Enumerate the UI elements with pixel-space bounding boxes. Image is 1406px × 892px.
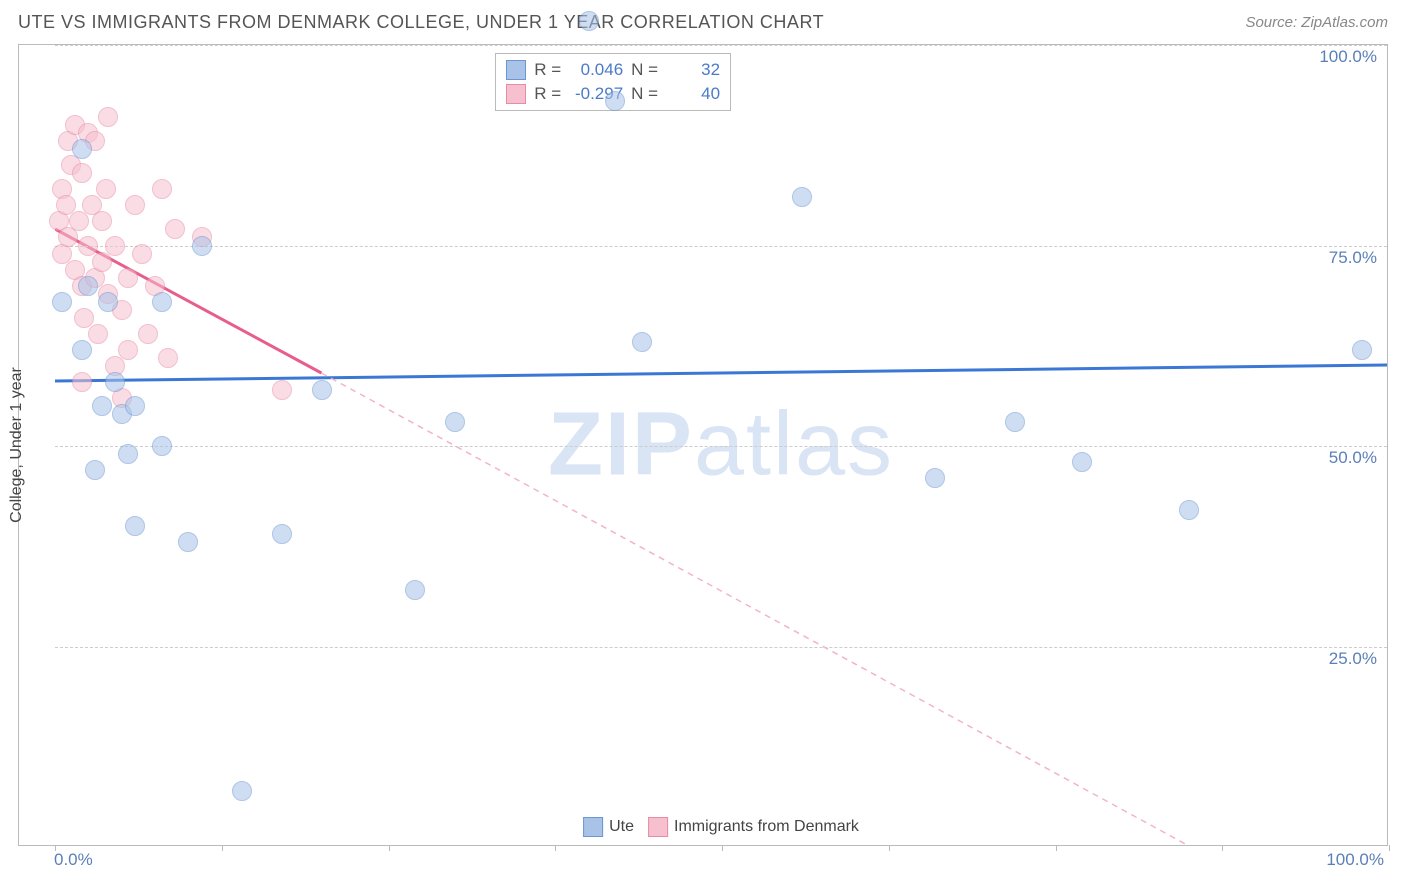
stat-N-label: N =: [631, 84, 658, 104]
swatch-ute: [506, 60, 526, 80]
data-point-denmark: [125, 195, 145, 215]
trend-line: [321, 373, 1187, 845]
source-attribution: Source: ZipAtlas.com: [1245, 14, 1388, 31]
data-point-ute: [98, 292, 118, 312]
data-point-ute: [118, 444, 138, 464]
swatch-denmark: [648, 817, 668, 837]
data-point-denmark: [118, 340, 138, 360]
x-label-max: 100.0%: [1326, 850, 1384, 870]
data-point-ute: [1352, 340, 1372, 360]
data-point-denmark: [105, 236, 125, 256]
gridline: [55, 446, 1387, 447]
gridline: [55, 45, 1387, 46]
gridline: [55, 647, 1387, 648]
data-point-ute: [72, 139, 92, 159]
data-point-ute: [925, 468, 945, 488]
data-point-denmark: [72, 372, 92, 392]
legend-label-denmark: Immigrants from Denmark: [674, 818, 859, 836]
data-point-ute: [192, 236, 212, 256]
data-point-ute: [125, 516, 145, 536]
swatch-denmark: [506, 84, 526, 104]
stat-N-ute: 32: [666, 60, 720, 80]
data-point-ute: [52, 292, 72, 312]
data-point-denmark: [88, 324, 108, 344]
stat-R-label: R =: [534, 60, 561, 80]
data-point-ute: [178, 532, 198, 552]
x-tick: [1389, 845, 1390, 851]
chart-frame: College, Under 1 year ZIPatlas R = 0.046…: [18, 44, 1388, 846]
data-point-ute: [152, 292, 172, 312]
data-point-denmark: [132, 244, 152, 264]
gridline: [55, 246, 1387, 247]
data-point-denmark: [98, 107, 118, 127]
data-point-ute: [1072, 452, 1092, 472]
watermark: ZIPatlas: [548, 394, 894, 497]
trend-lines-layer: [55, 45, 1387, 845]
plot-area: ZIPatlas R = 0.046 N = 32 R = -0.297 N =…: [55, 45, 1387, 845]
data-point-ute: [78, 276, 98, 296]
data-point-ute: [405, 580, 425, 600]
legend-label-ute: Ute: [609, 818, 634, 836]
stat-N-denmark: 40: [666, 84, 720, 104]
data-point-ute: [312, 380, 332, 400]
data-point-denmark: [138, 324, 158, 344]
data-point-ute: [85, 460, 105, 480]
chart-title: UTE VS IMMIGRANTS FROM DENMARK COLLEGE, …: [18, 12, 824, 33]
data-point-ute: [92, 396, 112, 416]
data-point-ute: [579, 11, 599, 31]
data-point-ute: [152, 436, 172, 456]
x-label-min: 0.0%: [54, 850, 93, 870]
x-axis-labels: 0.0% 100.0%: [18, 850, 1388, 880]
y-tick-label: 75.0%: [1329, 248, 1377, 268]
data-point-denmark: [165, 219, 185, 239]
stat-R-ute: 0.046: [569, 60, 623, 80]
data-point-denmark: [72, 163, 92, 183]
data-point-denmark: [92, 211, 112, 231]
data-point-ute: [72, 340, 92, 360]
swatch-ute: [583, 817, 603, 837]
y-axis-label: College, Under 1 year: [8, 367, 26, 523]
data-point-ute: [445, 412, 465, 432]
data-point-ute: [1179, 500, 1199, 520]
data-point-ute: [632, 332, 652, 352]
data-point-denmark: [96, 179, 116, 199]
trend-line: [55, 365, 1387, 381]
data-point-ute: [792, 187, 812, 207]
data-point-ute: [272, 524, 292, 544]
data-point-ute: [125, 396, 145, 416]
y-tick-label: 25.0%: [1329, 649, 1377, 669]
data-point-denmark: [272, 380, 292, 400]
data-point-ute: [232, 781, 252, 801]
data-point-ute: [1005, 412, 1025, 432]
data-point-denmark: [158, 348, 178, 368]
y-tick-label: 50.0%: [1329, 448, 1377, 468]
data-point-denmark: [92, 252, 112, 272]
legend-item-denmark: Immigrants from Denmark: [648, 817, 859, 837]
legend-item-ute: Ute: [583, 817, 634, 837]
data-point-ute: [605, 91, 625, 111]
stats-row-ute: R = 0.046 N = 32: [506, 58, 720, 82]
stat-N-label: N =: [631, 60, 658, 80]
data-point-denmark: [118, 268, 138, 288]
y-tick-label: 100.0%: [1319, 47, 1377, 67]
data-point-denmark: [69, 211, 89, 231]
data-point-denmark: [152, 179, 172, 199]
stat-R-label: R =: [534, 84, 561, 104]
legend: Ute Immigrants from Denmark: [577, 815, 865, 839]
data-point-ute: [105, 372, 125, 392]
